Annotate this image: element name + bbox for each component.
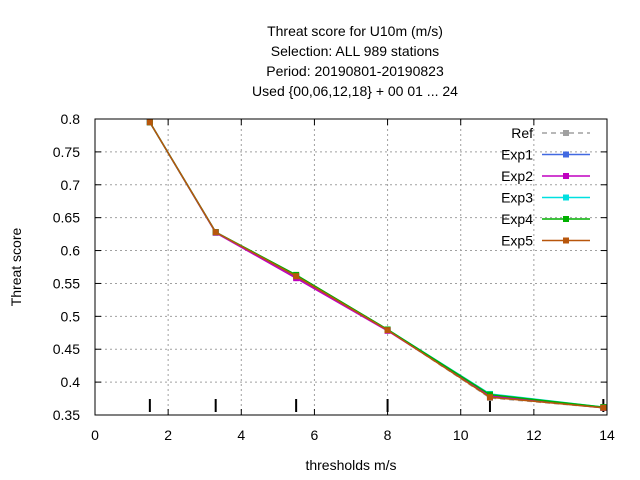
legend-swatch-marker xyxy=(563,237,569,244)
x-tick-labels: 0 2 4 6 8 10 12 14 xyxy=(91,427,615,443)
series-line xyxy=(149,121,604,409)
x-tick-label: 12 xyxy=(526,427,542,443)
x-tick-label: 4 xyxy=(237,427,245,443)
y-tick-label: 0.55 xyxy=(53,275,80,291)
y-tick-label: 0.45 xyxy=(53,341,80,357)
legend-swatch-marker xyxy=(563,194,569,201)
data-point xyxy=(293,273,300,280)
data-point xyxy=(146,119,153,126)
legend-label: Exp4 xyxy=(501,211,533,227)
series-exp4 xyxy=(146,119,607,411)
legend-swatch-marker xyxy=(563,130,569,136)
series-exp3 xyxy=(146,119,607,411)
series-exp5 xyxy=(146,119,607,411)
legend-swatch-marker xyxy=(563,151,569,158)
title-line: Period: 20190801-20190823 xyxy=(266,63,444,79)
y-tick-label: 0.35 xyxy=(53,407,80,423)
title-line: Selection: ALL 989 stations xyxy=(271,43,439,59)
y-tick-labels: 0.35 0.4 0.45 0.5 0.55 0.6 0.65 0.7 0.75 0.8 xyxy=(53,111,80,423)
x-tick-label: 2 xyxy=(164,427,172,443)
series-exp2 xyxy=(146,119,607,411)
y-tick-label: 0.6 xyxy=(61,243,81,259)
y-tick-label: 0.5 xyxy=(61,308,81,324)
y-tick-label: 0.8 xyxy=(61,111,81,127)
chart-title: Threat score for U10m (m/s) Selection: AL… xyxy=(252,23,458,99)
y-axis-label: Threat score xyxy=(8,227,24,306)
plot-frame xyxy=(94,118,608,416)
legend-swatch-marker xyxy=(563,216,569,222)
legend-label: Exp1 xyxy=(501,147,533,163)
data-point xyxy=(384,327,391,334)
series-line xyxy=(149,121,604,409)
series-line xyxy=(149,121,604,409)
title-line: Threat score for U10m (m/s) xyxy=(267,23,443,39)
series-layer xyxy=(146,119,607,411)
y-tick-label: 0.65 xyxy=(53,210,80,226)
legend-label: Ref xyxy=(511,125,533,141)
legend-label: Exp5 xyxy=(501,233,533,249)
axis-ticks xyxy=(94,118,608,416)
legend: Ref Exp1 Exp2 Exp3 Exp4 Exp5 xyxy=(501,125,590,249)
legend-item: Exp3 xyxy=(501,190,590,206)
data-point xyxy=(600,404,607,411)
x-tick-label: 8 xyxy=(384,427,392,443)
legend-item: Exp2 xyxy=(501,168,590,184)
legend-item: Ref xyxy=(511,125,590,141)
title-line: Used {00,06,12,18} + 00 01 ... 24 xyxy=(252,83,458,99)
legend-item: Exp5 xyxy=(501,233,590,249)
legend-item: Exp4 xyxy=(501,211,590,227)
x-tick-label: 6 xyxy=(311,427,319,443)
data-point xyxy=(212,229,219,236)
grid-lines xyxy=(95,119,607,415)
x-tick-label: 0 xyxy=(91,427,99,443)
x-tick-label: 14 xyxy=(599,427,615,443)
legend-label: Exp3 xyxy=(501,190,533,206)
series-line xyxy=(149,121,604,409)
y-tick-label: 0.75 xyxy=(53,144,80,160)
x-tick-label: 10 xyxy=(453,427,469,443)
series-line xyxy=(149,121,604,408)
x-axis-label: thresholds m/s xyxy=(305,457,396,473)
y-tick-label: 0.7 xyxy=(61,177,81,193)
series-line xyxy=(149,121,604,408)
series-exp1 xyxy=(146,119,607,411)
y-tick-label: 0.4 xyxy=(61,374,81,390)
legend-item: Exp1 xyxy=(501,147,590,163)
legend-swatch-marker xyxy=(563,173,569,179)
data-point xyxy=(486,394,493,401)
series-ref xyxy=(146,119,607,411)
legend-label: Exp2 xyxy=(501,168,533,184)
